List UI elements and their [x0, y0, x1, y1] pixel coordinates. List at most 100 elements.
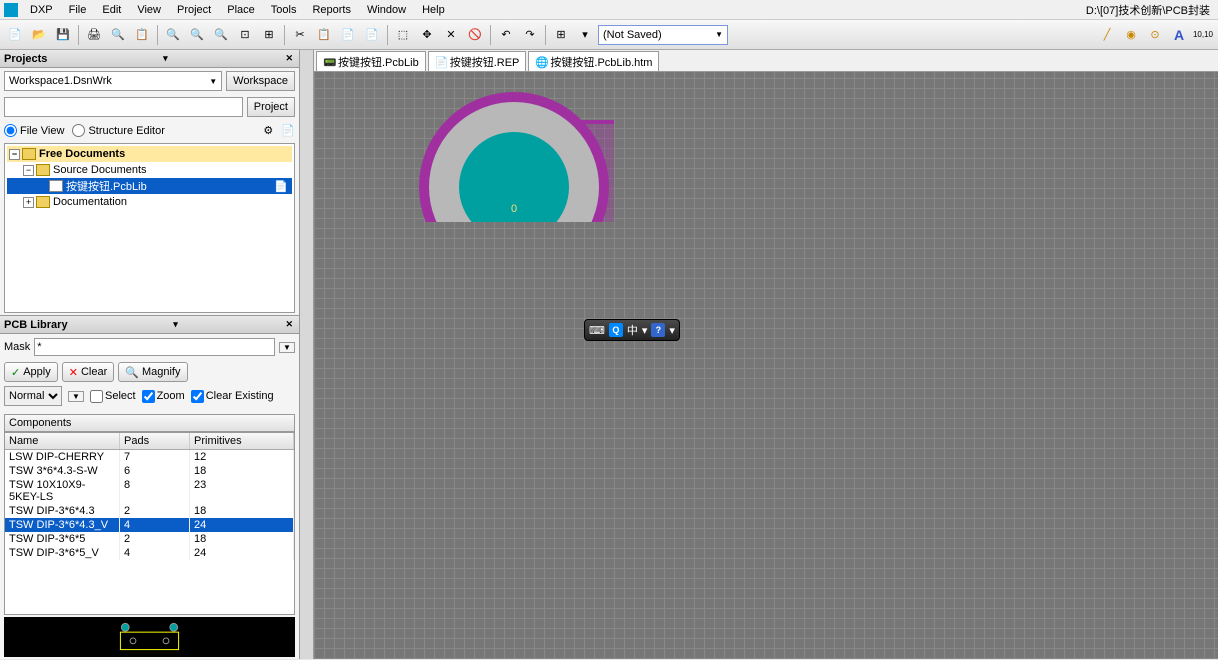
line-tool[interactable]: ╱: [1096, 24, 1118, 46]
component-preview: [4, 617, 295, 657]
pcb-canvas[interactable]: 0012 ⌨ Q 中 ▾ ? ▾: [314, 72, 1218, 659]
select-btn[interactable]: ⬚: [392, 24, 414, 46]
preview-btn[interactable]: 🔍: [107, 24, 129, 46]
menu-edit[interactable]: Edit: [94, 2, 129, 18]
pin-icon[interactable]: ▾: [171, 319, 180, 330]
struct-editor-radio[interactable]: Structure Editor: [72, 124, 164, 137]
file-view-radio[interactable]: File View: [4, 124, 64, 137]
zoom-in-btn[interactable]: 🔍: [186, 24, 208, 46]
collapse-icon[interactable]: −: [23, 165, 34, 176]
col-pads[interactable]: Pads: [120, 433, 190, 449]
text-tool[interactable]: A: [1168, 24, 1190, 46]
pcb-drawing: 0012: [314, 72, 614, 222]
copy-btn[interactable]: 📋: [313, 24, 335, 46]
components-table[interactable]: Name Pads Primitives LSW DIP-CHERRY712TS…: [4, 432, 295, 615]
pin-icon[interactable]: ▾: [161, 53, 170, 64]
tree-root[interactable]: − Free Documents: [7, 146, 292, 162]
table-row[interactable]: TSW DIP-3*6*5_V424: [5, 546, 294, 560]
pad-tool[interactable]: ◉: [1120, 24, 1142, 46]
new-btn[interactable]: 📄: [4, 24, 26, 46]
tree-file-selected[interactable]: 按键按钮.PcbLib 📄: [7, 178, 292, 194]
via-tool[interactable]: ⊙: [1144, 24, 1166, 46]
ime-q-icon[interactable]: Q: [609, 323, 623, 337]
ime-toolbar[interactable]: ⌨ Q 中 ▾ ? ▾: [584, 319, 680, 341]
magnify-btn[interactable]: 🔍Magnify: [118, 362, 187, 382]
table-row[interactable]: TSW 3*6*4.3-S-W618: [5, 464, 294, 478]
menu-file[interactable]: File: [61, 2, 95, 18]
ime-lang[interactable]: 中: [627, 322, 638, 338]
tab-htm[interactable]: 🌐按键按钮.PcbLib.htm: [528, 51, 659, 71]
ime-dd-icon[interactable]: ▾: [642, 324, 648, 337]
redo-btn[interactable]: ↷: [519, 24, 541, 46]
table-row[interactable]: LSW DIP-CHERRY712: [5, 450, 294, 464]
projects-header: Projects ▾ ✕: [0, 50, 299, 68]
zoom-fit-btn[interactable]: 🔍: [162, 24, 184, 46]
zoom-sel-btn[interactable]: ⊡: [234, 24, 256, 46]
deselect-btn[interactable]: ✕: [440, 24, 462, 46]
ime-dd2-icon[interactable]: ▾: [669, 324, 675, 337]
project-btn[interactable]: Project: [247, 97, 295, 117]
doc-icon[interactable]: 📄: [281, 124, 295, 137]
doc-btn[interactable]: 📋: [131, 24, 153, 46]
grid-dd-btn[interactable]: ▾: [574, 24, 596, 46]
select-check[interactable]: Select: [90, 390, 136, 403]
editor-area: 📟按键按钮.PcbLib 📄按键按钮.REP 🌐按键按钮.PcbLib.htm …: [300, 50, 1218, 659]
coord-tool[interactable]: 10,10: [1192, 24, 1214, 46]
zoom-check[interactable]: Zoom: [142, 390, 185, 403]
expand-icon[interactable]: +: [23, 197, 34, 208]
close-panel-icon[interactable]: ✕: [283, 319, 295, 330]
projects-panel: Projects ▾ ✕ Workspace1.DsnWrk ▼ Workspa…: [0, 50, 299, 316]
table-row[interactable]: TSW DIP-3*6*5218: [5, 532, 294, 546]
tree-src[interactable]: − Source Documents: [7, 162, 292, 178]
file-icon: [49, 180, 63, 192]
chevron-down-icon[interactable]: ▼: [68, 391, 84, 402]
project-combo[interactable]: [4, 97, 243, 117]
table-row[interactable]: TSW DIP-3*6*4.3_V424: [5, 518, 294, 532]
zoom-out-btn[interactable]: 🔍: [210, 24, 232, 46]
apply-btn[interactable]: ✓Apply: [4, 362, 58, 382]
menu-dxp[interactable]: DXP: [22, 2, 61, 18]
move-btn[interactable]: ✥: [416, 24, 438, 46]
menu-window[interactable]: Window: [359, 2, 414, 18]
col-name[interactable]: Name: [5, 433, 120, 449]
clear-btn[interactable]: 🚫: [464, 24, 486, 46]
tab-rep[interactable]: 📄按键按钮.REP: [428, 51, 527, 71]
menu-place[interactable]: Place: [219, 2, 263, 18]
pcblib-header: PCB Library ▾ ✕: [0, 316, 299, 334]
paste-btn[interactable]: 📄: [337, 24, 359, 46]
print-btn[interactable]: 🖨: [83, 24, 105, 46]
html-file-icon: 🌐: [535, 56, 547, 68]
project-tree[interactable]: − Free Documents − Source Documents 按键按钮…: [4, 143, 295, 313]
open-btn[interactable]: 📂: [28, 24, 50, 46]
close-panel-icon[interactable]: ✕: [283, 53, 295, 64]
gear-icon[interactable]: ⚙: [263, 124, 273, 137]
zoom-filt-btn[interactable]: ⊞: [258, 24, 280, 46]
menu-help[interactable]: Help: [414, 2, 453, 18]
mask-input[interactable]: [34, 338, 275, 356]
table-row[interactable]: TSW DIP-3*6*4.3218: [5, 504, 294, 518]
menu-view[interactable]: View: [129, 2, 169, 18]
collapse-icon[interactable]: −: [9, 149, 20, 160]
mode-select[interactable]: Normal: [4, 386, 62, 406]
paste2-btn[interactable]: 📄: [361, 24, 383, 46]
cut-btn[interactable]: ✂: [289, 24, 311, 46]
menu-project[interactable]: Project: [169, 2, 219, 18]
undo-btn[interactable]: ↶: [495, 24, 517, 46]
menu-tools[interactable]: Tools: [263, 2, 305, 18]
workspace-btn[interactable]: Workspace: [226, 71, 295, 91]
menu-reports[interactable]: Reports: [304, 2, 359, 18]
tree-doc[interactable]: + Documentation: [7, 194, 292, 210]
chevron-down-icon[interactable]: ▼: [279, 342, 295, 353]
layer-combo[interactable]: (Not Saved) ▼: [598, 25, 728, 45]
grid-btn[interactable]: ⊞: [550, 24, 572, 46]
clear-btn[interactable]: ✕Clear: [62, 362, 115, 382]
ime-help-icon[interactable]: ?: [651, 323, 665, 337]
chevron-down-icon: ▼: [209, 77, 217, 86]
left-gutter[interactable]: [300, 50, 314, 659]
table-row[interactable]: TSW 10X10X9-5KEY-LS823: [5, 478, 294, 504]
col-prim[interactable]: Primitives: [190, 433, 294, 449]
clear-existing-check[interactable]: Clear Existing: [191, 390, 274, 403]
workspace-combo[interactable]: Workspace1.DsnWrk ▼: [4, 71, 222, 91]
save-btn[interactable]: 💾: [52, 24, 74, 46]
tab-pcblib[interactable]: 📟按键按钮.PcbLib: [316, 51, 426, 71]
